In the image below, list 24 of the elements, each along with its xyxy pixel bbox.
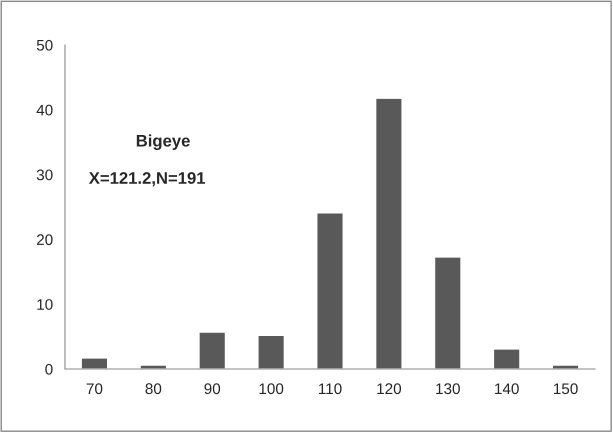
x-tick-label: 120	[377, 383, 402, 394]
bar	[80, 357, 108, 369]
x-tick-label: 140	[495, 383, 519, 394]
y-tick-label: 10	[37, 299, 53, 310]
x-tick-label: 100	[260, 383, 284, 394]
x-tick-label: 70	[86, 383, 102, 394]
bar	[374, 97, 403, 369]
x-tick-label: 150	[554, 383, 578, 394]
y-tick-label: 20	[36, 234, 53, 246]
y-tick-label: 50	[36, 40, 53, 51]
bar	[316, 212, 344, 369]
y-tick-label: 40	[36, 104, 53, 116]
y-tick-label: 0	[45, 364, 53, 375]
x-tick-label: 110	[318, 383, 342, 394]
x-tick-label: 90	[204, 383, 220, 394]
x-tick-label: 80	[146, 383, 162, 394]
bar	[198, 331, 226, 369]
annotation: X=121.2,N=191	[88, 172, 206, 186]
bar	[257, 334, 286, 369]
bar	[434, 256, 462, 369]
annotation: Bigeye	[136, 134, 190, 150]
y-tick-label: 30	[36, 169, 53, 180]
x-tick-label: 130	[436, 383, 460, 394]
bar	[492, 348, 521, 369]
